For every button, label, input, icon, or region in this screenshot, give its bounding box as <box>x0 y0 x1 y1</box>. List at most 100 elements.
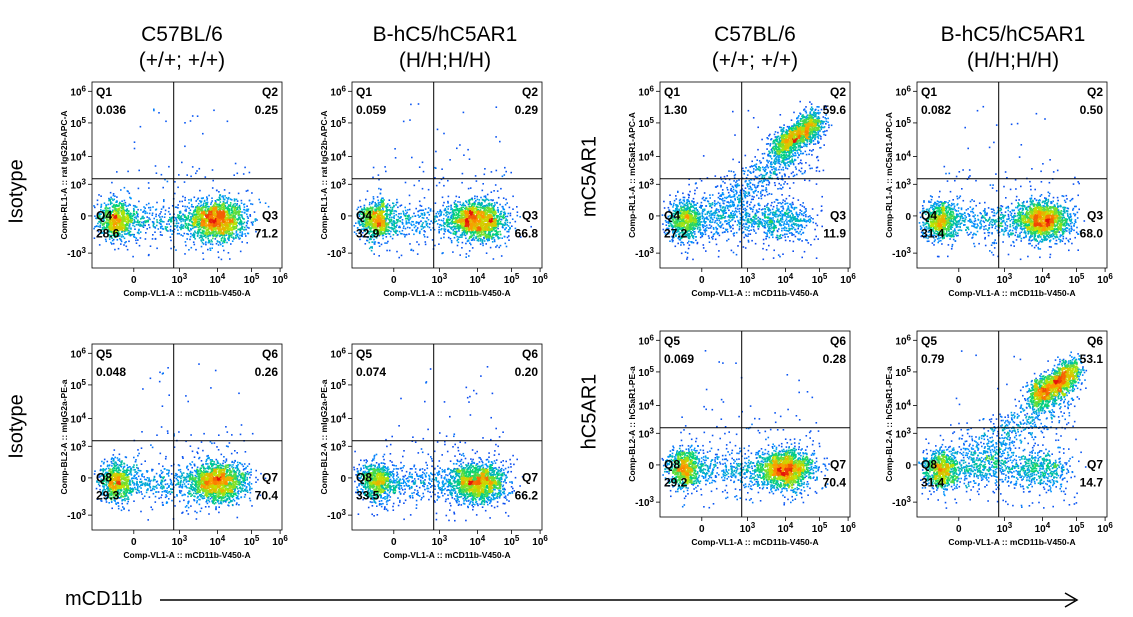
x-tick-label: 0 <box>956 524 962 535</box>
quadrant-Q3-value: 11.9 <box>823 227 846 241</box>
quadrant-Q8-value: 29.2 <box>664 476 688 490</box>
x-tick-label: 104 <box>210 272 226 286</box>
x-tick-label: 105 <box>504 272 520 286</box>
y-tick-label: 0 <box>80 212 86 223</box>
flow-plot-5: Q5 0.048 Q6 0.26 Q7 70.4 Q8 29.3 0 103 104 105 106 10… <box>59 343 288 560</box>
y-tick-label: 0 <box>340 212 346 223</box>
quadrant-Q7-value: 14.7 <box>1080 476 1104 490</box>
y-axis-title: Comp-BL2-A :: hC5aR1-PE-a <box>884 366 894 482</box>
x-tick-label: 103 <box>432 272 448 286</box>
quadrant-Q5-name: Q5 <box>921 334 937 348</box>
x-axis-title: Comp-VL1-A :: mCD11b-V450-A <box>948 537 1075 547</box>
density-dots <box>661 350 830 509</box>
column-header-3-line2: (+/+; +/+) <box>645 48 865 74</box>
flow-plot-8: Q5 0.79 Q6 53.1 Q7 14.7 Q8 31.4 0 103 104 105 106 106… <box>884 330 1113 547</box>
quadrant-Q8-name: Q8 <box>664 458 680 472</box>
y-tick-label: 105 <box>330 378 346 392</box>
quadrant-Q6-name: Q6 <box>1087 334 1103 348</box>
y-tick-label: 105 <box>895 365 911 379</box>
y-tick-label: 106 <box>70 346 86 360</box>
x-tick-label: 106 <box>1097 272 1113 286</box>
y-tick-label: 106 <box>638 333 654 347</box>
density-dots <box>661 100 833 261</box>
y-axis-title: Comp-BL2-A :: mIgG2a-PE-a <box>59 379 69 494</box>
quadrant-Q6-value: 53.1 <box>1080 352 1104 366</box>
y-tick-label: 103 <box>70 177 86 191</box>
column-header-4-line1: B-hC5/hC5AR1 <box>903 22 1123 48</box>
y-axis-title: Comp-RL1-A :: rat IgG2b-APC-A <box>59 110 69 239</box>
y-tick-label: 103 <box>330 177 346 191</box>
quadrant-Q3-value: 66.8 <box>515 227 539 241</box>
flow-panel-1: Q1 0.036 Q2 0.25 Q3 71.2 Q4 28.6 0 103 104 105 106 10… <box>59 78 290 318</box>
y-tick-label: 104 <box>330 411 346 425</box>
flow-plot-6: Q5 0.074 Q6 0.20 Q7 66.2 Q8 33.5 0 103 104 105 106 10… <box>319 343 548 560</box>
quadrant-Q1-name: Q1 <box>356 85 372 99</box>
flow-plot-4: Q1 0.082 Q2 0.50 Q3 68.0 Q4 31.4 0 103 104 105 106 10… <box>884 81 1113 298</box>
x-tick-label: 106 <box>532 272 548 286</box>
y-tick-label: -103 <box>635 246 654 260</box>
y-axis-title: Comp-RL1-A :: rat IgG2b-APC-A <box>319 110 329 239</box>
column-header-2-line2: (H/H;H/H) <box>335 48 555 74</box>
quadrant-Q5-value: 0.069 <box>664 352 694 366</box>
quadrant-Q6-value: 0.20 <box>515 365 539 379</box>
y-tick-label: -103 <box>892 246 911 260</box>
x-tick-label: 0 <box>391 275 397 286</box>
y-tick-label: 105 <box>330 116 346 130</box>
quadrant-Q3-value: 71.2 <box>255 227 279 241</box>
quadrant-Q1-name: Q1 <box>921 85 937 99</box>
x-tick-label: 103 <box>997 521 1013 535</box>
x-tick-label: 106 <box>532 534 548 548</box>
quadrant-Q2-value: 0.29 <box>515 103 539 117</box>
quadrant-Q1-value: 0.059 <box>356 103 386 117</box>
y-axis-title: Comp-RL1-A :: mC5aR1-APC-A <box>627 112 637 238</box>
quadrant-Q7-name: Q7 <box>262 471 278 485</box>
y-tick-label: 106 <box>895 333 911 347</box>
y-axis-title: Comp-BL2-A :: hC5aR1-PE-a <box>627 366 637 482</box>
column-header-1-line2: (+/+; +/+) <box>72 48 292 74</box>
x-tick-label: 103 <box>740 272 756 286</box>
quadrant-Q1-name: Q1 <box>96 85 112 99</box>
density-dots <box>918 350 1088 509</box>
plot-frame <box>351 81 543 269</box>
bottom-axis-label: mCD11b <box>65 588 142 611</box>
quadrant-Q4-value: 32.9 <box>356 227 380 241</box>
x-tick-label: 106 <box>272 534 288 548</box>
y-axis-title: Comp-BL2-A :: mIgG2a-PE-a <box>319 379 329 494</box>
quadrant-Q5-name: Q5 <box>96 347 112 361</box>
flow-panel-2: Q1 0.059 Q2 0.29 Q3 66.8 Q4 32.9 0 103 104 105 106 10… <box>319 78 550 318</box>
column-header-2: B-hC5/hC5AR1 (H/H;H/H) <box>335 22 555 74</box>
flow-panel-3: Q1 1.30 Q2 59.6 Q3 11.9 Q4 27.2 0 103 104 105 106 106… <box>627 78 858 318</box>
x-tick-label: 0 <box>131 275 137 286</box>
y-tick-label: -103 <box>67 246 86 260</box>
quadrant-Q6-name: Q6 <box>522 347 538 361</box>
x-tick-label: 105 <box>504 534 520 548</box>
quadrant-Q7-name: Q7 <box>1087 458 1103 472</box>
x-tick-label: 0 <box>391 537 397 548</box>
y-tick-label: 103 <box>330 439 346 453</box>
y-tick-label: -103 <box>327 508 346 522</box>
flow-plot-7: Q5 0.069 Q6 0.28 Q7 70.4 Q8 29.2 0 103 104 105 106 10… <box>627 330 856 547</box>
quadrant-Q7-name: Q7 <box>830 458 846 472</box>
quadrant-Q6-value: 0.28 <box>823 352 847 366</box>
quadrant-Q5-value: 0.074 <box>356 365 386 379</box>
x-tick-label: 104 <box>1035 272 1051 286</box>
quadrant-Q5-value: 0.79 <box>921 352 945 366</box>
flow-panel-8: Q5 0.79 Q6 53.1 Q7 14.7 Q8 31.4 0 103 104 105 106 106… <box>884 327 1115 567</box>
flow-panel-4: Q1 0.082 Q2 0.50 Q3 68.0 Q4 31.4 0 103 104 105 106 10… <box>884 78 1115 318</box>
y-tick-label: -103 <box>635 495 654 509</box>
y-tick-label: 0 <box>80 474 86 485</box>
x-tick-label: 104 <box>470 534 486 548</box>
y-tick-label: 0 <box>905 212 911 223</box>
quadrant-Q8-value: 31.4 <box>921 476 945 490</box>
quadrant-Q2-name: Q2 <box>262 85 278 99</box>
quadrant-Q4-name: Q4 <box>96 209 112 223</box>
quadrant-Q6-name: Q6 <box>830 334 846 348</box>
quadrant-Q7-value: 66.2 <box>515 489 539 503</box>
y-tick-label: 104 <box>70 411 86 425</box>
y-tick-label: 0 <box>340 474 346 485</box>
density-dots <box>93 363 267 521</box>
x-axis-title: Comp-VL1-A :: mCD11b-V450-A <box>691 537 818 547</box>
y-tick-label: 104 <box>638 149 654 163</box>
x-tick-label: 105 <box>244 272 260 286</box>
flow-plot-1: Q1 0.036 Q2 0.25 Q3 71.2 Q4 28.6 0 103 104 105 106 10… <box>59 81 288 298</box>
